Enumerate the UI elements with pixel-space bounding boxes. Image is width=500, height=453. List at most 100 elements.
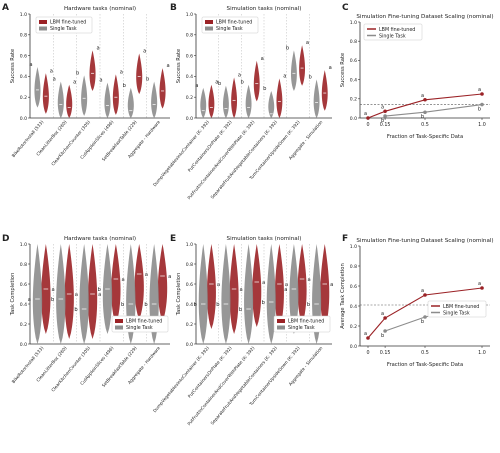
legend-swatch-single <box>277 325 285 330</box>
significance-letter: a <box>364 331 367 337</box>
y-tick-label: 0.4 <box>20 302 27 308</box>
violin-single <box>200 87 207 118</box>
legend-label: LBM fine-tuned <box>379 27 415 33</box>
violin-single <box>268 90 275 118</box>
panel-a: A Hardware tasks (nominal) 0.0 0.2 0.4 0.6 0.8… <box>2 3 170 167</box>
significance-letter: a <box>421 93 424 99</box>
x-tick-label: 0 <box>366 350 369 356</box>
y-tick-label: 1.0 <box>350 20 357 26</box>
x-tick-label: 0.5 <box>421 350 429 356</box>
significance-letter: a <box>53 77 56 83</box>
x-tick-label: 0.15 <box>380 350 391 356</box>
y-tick-label: 0.6 <box>350 284 357 290</box>
legend-label: Single Task <box>288 325 315 331</box>
violin-single <box>81 75 88 116</box>
point-single <box>480 102 484 107</box>
significance-letter: b <box>76 70 80 76</box>
panel-c: C Simulation Fine-tuning Dataset Scaling … <box>340 3 494 140</box>
legend-swatch-lbm <box>277 319 285 323</box>
panel-title: Hardware tasks (nominal) <box>64 6 136 12</box>
significance-letter: a <box>421 288 424 294</box>
y-tick-label: 0.0 <box>20 342 27 348</box>
significance-letter: a <box>381 104 384 110</box>
y-tick-label: 0.6 <box>20 53 27 59</box>
point-single <box>423 110 427 115</box>
legend-swatch-lbm <box>115 319 123 323</box>
legend-label: LBM fine-tuned <box>443 304 479 310</box>
significance-letter: b <box>146 77 150 83</box>
y-tick-label: 0.8 <box>20 33 27 39</box>
significance-letter: b <box>308 75 312 81</box>
panel-e: E Simulation tasks (nominal) 0.0 0.2 0.4 0.6 0… <box>152 234 333 427</box>
significance-letter: a <box>143 49 146 55</box>
significance-letter: a <box>121 277 124 283</box>
violin-single <box>266 244 276 344</box>
significance-letter: b <box>263 86 267 92</box>
violin-lbm <box>112 74 119 115</box>
legend-label: LBM fine-tuned <box>288 319 324 325</box>
y-tick-label: 0.4 <box>350 77 357 83</box>
y-axis-label: Success Rate <box>176 49 182 83</box>
violin-single <box>198 244 208 344</box>
significance-letter: b <box>216 302 220 308</box>
violin-single <box>222 85 229 118</box>
y-tick-label: 0.2 <box>20 95 27 101</box>
significance-letter: a <box>75 292 78 298</box>
point-lbm <box>383 316 387 320</box>
legend-swatch-lbm <box>205 20 213 24</box>
y-tick-label: 0.8 <box>186 262 193 268</box>
significance-letter: b <box>421 319 424 325</box>
violin-lbm <box>64 244 74 339</box>
y-tick-label: 0.8 <box>350 39 357 45</box>
x-tick-label: PutContainersOnPlate (K: 392) <box>187 345 234 399</box>
y-tick-label: 0.8 <box>350 264 357 270</box>
significance-letter: b <box>123 83 127 89</box>
significance-letter: a <box>51 287 54 293</box>
violin-lbm <box>134 244 144 319</box>
panel-letter: A <box>2 3 9 13</box>
violin-single <box>151 81 158 118</box>
significance-letter: a <box>145 272 148 278</box>
significance-letter: a <box>99 78 102 84</box>
violin-lbm <box>89 50 96 91</box>
violin-single <box>34 67 41 108</box>
significance-letter: b <box>381 333 384 339</box>
legend-label: LBM fine-tuned <box>126 319 162 325</box>
x-tick-label: PutContainersOnPlate (K: 392) <box>187 119 234 173</box>
significance-letter: a <box>478 87 481 93</box>
legend-swatch-single <box>39 26 47 31</box>
violin-lbm <box>208 84 215 118</box>
point-single <box>423 315 427 319</box>
x-tick-label: 0 <box>366 122 369 128</box>
violin-lbm <box>252 244 262 327</box>
significance-letter: a <box>168 274 171 280</box>
violin-single <box>127 87 134 118</box>
point-lbm <box>366 336 370 340</box>
significance-letter: b <box>194 302 198 308</box>
legend-swatch-single <box>205 26 213 31</box>
y-tick-label: 0.4 <box>20 74 27 80</box>
y-tick-label: 0.0 <box>350 116 357 122</box>
significance-letter: a <box>478 281 481 287</box>
significance-letter: a <box>29 62 32 68</box>
significance-letter: b <box>144 302 148 308</box>
significance-letter: b <box>98 287 102 293</box>
significance-letter: a <box>306 40 309 46</box>
y-tick-label: 0.2 <box>186 95 193 101</box>
violin-lbm <box>136 53 143 95</box>
point-lbm <box>480 92 484 96</box>
significance-letter: a <box>166 63 169 69</box>
point-single <box>383 114 387 118</box>
panel-title: Simulation Fine-tuning Dataset Scaling (… <box>356 238 493 244</box>
violin-single <box>244 244 254 344</box>
violin-lbm <box>321 70 328 111</box>
significance-letter: b <box>307 302 311 308</box>
y-tick-label: 0.6 <box>350 58 357 64</box>
panel-title: Simulation Fine-tuning Dataset Scaling (… <box>356 14 493 20</box>
violin-single <box>245 84 252 118</box>
legend-label: Single Task <box>126 325 153 331</box>
violin-lbm <box>320 244 330 329</box>
panel-letter: F <box>342 234 348 244</box>
violin-single <box>32 244 43 344</box>
